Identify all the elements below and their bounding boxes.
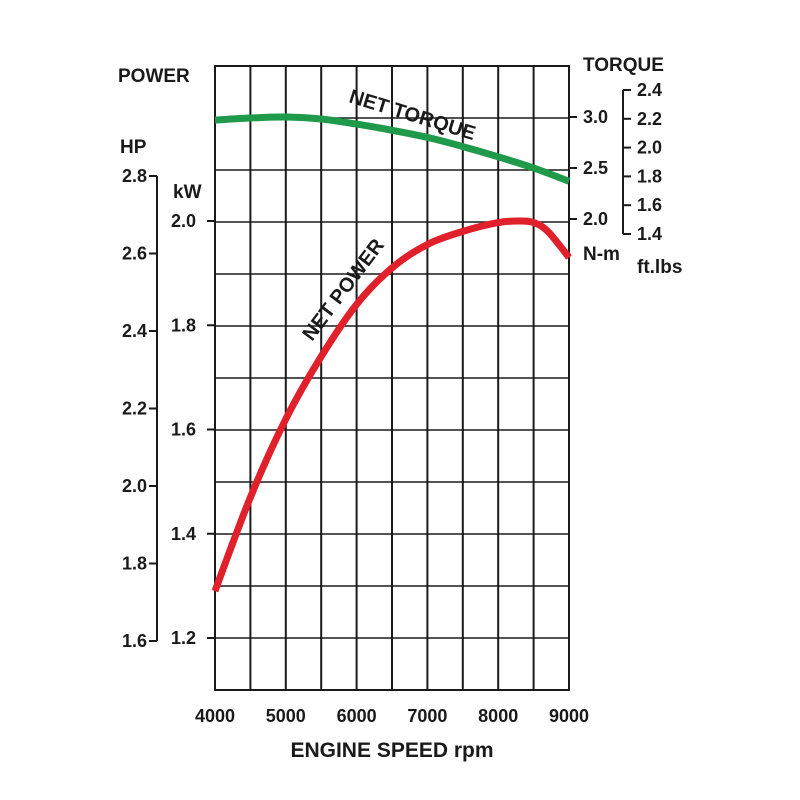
kw-tick-label: 1.4	[171, 524, 196, 544]
ftlbs-tick-label: 1.8	[637, 166, 662, 186]
hp-tick-label: 2.6	[122, 244, 147, 264]
net-torque-curve	[214, 113, 571, 185]
x-tick-label: 9000	[549, 706, 589, 726]
ftlbs-tick-label: 1.6	[637, 195, 662, 215]
net-power-curve	[211, 217, 572, 593]
x-tick-label: 7000	[407, 706, 447, 726]
kw-tick-label: 1.2	[171, 628, 196, 648]
ftlbs-unit-label: ft.lbs	[637, 257, 682, 278]
nm-tick-label: 2.5	[583, 158, 608, 178]
hp-tick-label: 1.8	[122, 554, 147, 574]
hp-tick-label: 2.8	[122, 166, 147, 186]
hp-tick-label: 2.0	[122, 476, 147, 496]
hp-tick-label: 2.2	[122, 399, 147, 419]
hp-tick-label: 1.6	[122, 631, 147, 651]
kw-tick-label: 1.8	[171, 315, 196, 335]
kw-unit-label: kW	[173, 182, 202, 203]
plot-frame	[214, 65, 570, 691]
ftlbs-tick-label: 2.2	[637, 109, 662, 129]
ftlbs-tick-label: 2.4	[637, 80, 662, 100]
torque-axis-title: TORQUE	[583, 55, 664, 76]
hp-unit-label: HP	[120, 137, 147, 158]
nm-tick-label: 3.0	[583, 107, 608, 127]
nm-tick-label: 2.0	[583, 209, 608, 229]
x-axis-title: ENGINE SPEED rpm	[290, 739, 493, 762]
net-power-label: NET POWER	[298, 235, 389, 345]
hp-tick-label: 2.4	[122, 321, 147, 341]
x-tick-label: 4000	[195, 706, 235, 726]
nm-unit-label: N-m	[583, 244, 620, 265]
kw-tick-label: 1.6	[171, 420, 196, 440]
x-tick-label: 5000	[266, 706, 306, 726]
power-axis-title: POWER	[118, 66, 190, 87]
ftlbs-tick-label: 2.0	[637, 138, 662, 158]
x-tick-label: 6000	[337, 706, 377, 726]
ftlbs-tick-label: 1.4	[637, 224, 662, 244]
x-tick-label: 8000	[478, 706, 518, 726]
kw-tick-label: 2.0	[171, 211, 196, 231]
